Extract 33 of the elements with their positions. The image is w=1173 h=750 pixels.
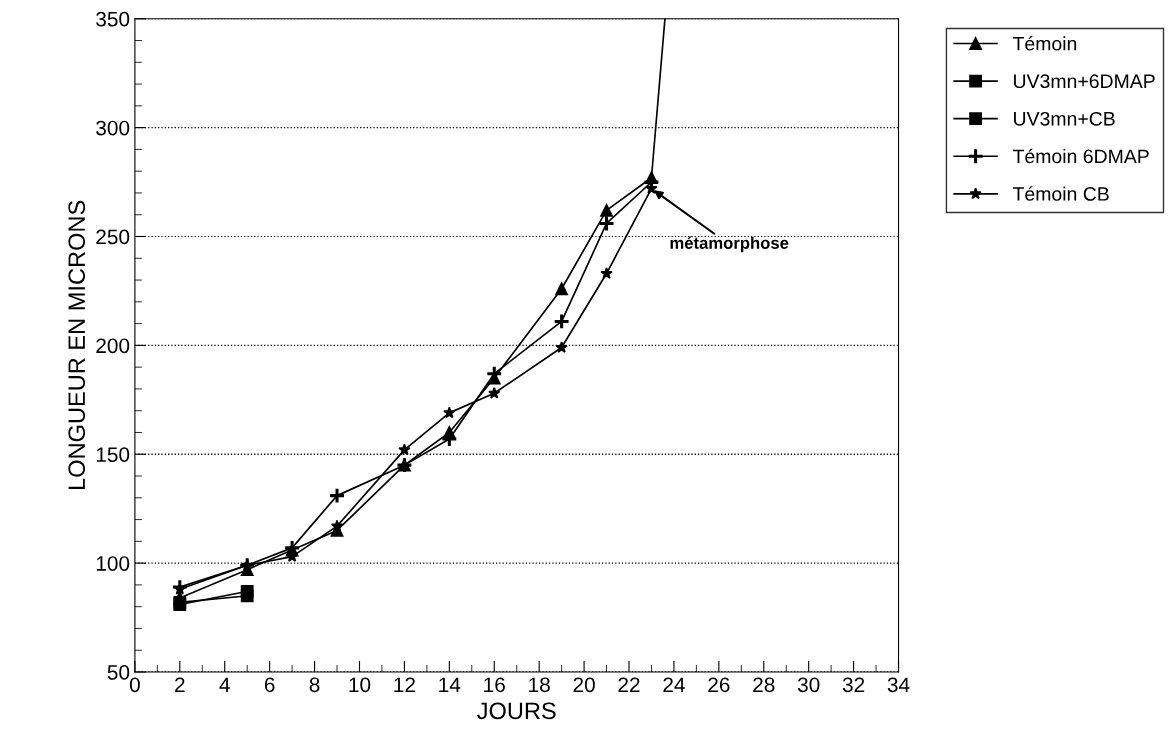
x-tick-label: 18	[529, 677, 550, 693]
x-tick-label: 2	[175, 677, 185, 692]
y-tick-label: 350	[96, 11, 130, 27]
y-tick-label: 300	[96, 120, 130, 136]
legend-label: Témoin 6DMAP	[1012, 148, 1149, 164]
x-tick-label: 14	[439, 677, 461, 692]
x-tick-label: 32	[842, 677, 865, 693]
x-tick-label: 22	[618, 677, 640, 692]
legend-label: Témoin	[1012, 36, 1077, 51]
x-tick-label: 28	[753, 677, 775, 693]
x-tick-label: 10	[349, 677, 371, 693]
x-tick-label: 4	[219, 677, 230, 692]
y-tick-label: 50	[107, 665, 130, 680]
legend-label: Témoin CB	[1012, 186, 1109, 201]
x-tick-label: 12	[394, 677, 415, 692]
x-tick-label: 30	[797, 677, 820, 693]
x-tick-label: 16	[484, 677, 505, 693]
x-tick-label: 34	[887, 677, 910, 693]
x-tick-label: 6	[264, 677, 275, 693]
legend-label: UV3mn+6DMAP	[1014, 74, 1155, 89]
x-tick-label: 20	[573, 677, 595, 693]
legend-label: UV3mn+CB	[1014, 111, 1115, 126]
x-tick-label: 0	[129, 677, 140, 693]
y-axis-title: LONGUEUR EN MICRONS	[68, 200, 86, 490]
y-tick-label: 150	[96, 447, 130, 462]
y-tick-label: 200	[96, 338, 130, 354]
y-tick-label: 250	[96, 229, 130, 245]
annotation: métamorphose	[670, 236, 789, 253]
x-tick-label: 8	[309, 677, 320, 693]
x-tick-label: 24	[663, 677, 685, 692]
x-tick-label: 26	[708, 677, 730, 693]
y-tick-label: 100	[96, 556, 130, 571]
x-axis-title: JOURS	[477, 702, 556, 720]
